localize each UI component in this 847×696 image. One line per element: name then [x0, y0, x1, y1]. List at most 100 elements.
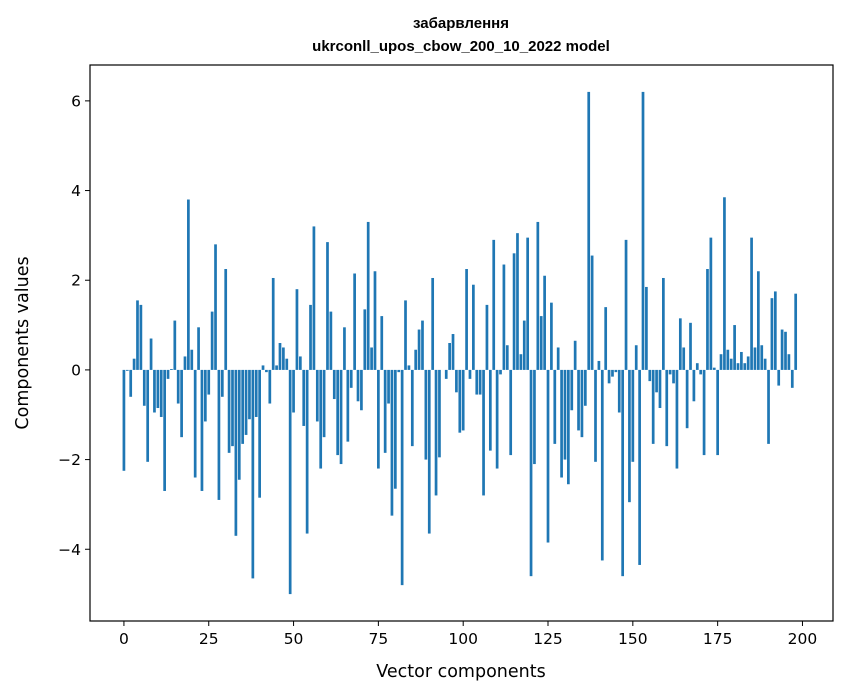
bar-61	[329, 311, 333, 370]
bar-187	[757, 271, 760, 370]
bar-143	[607, 369, 611, 384]
bar-2	[129, 369, 133, 397]
bar-172	[706, 269, 709, 370]
bar-127	[553, 369, 557, 444]
bar-193	[777, 369, 781, 386]
bar-11	[159, 369, 163, 417]
bar-98	[455, 369, 458, 393]
bar-88	[421, 320, 424, 370]
bar-14	[170, 369, 173, 370]
bar-144	[611, 369, 614, 377]
bar-79	[390, 369, 394, 516]
bar-120	[529, 369, 533, 577]
bar-152	[638, 369, 641, 565]
bar-87	[417, 329, 421, 370]
bar-182	[740, 351, 743, 370]
bar-185	[750, 237, 753, 370]
bar-47	[282, 347, 285, 370]
bar-176	[719, 354, 723, 370]
bar-56	[312, 226, 316, 370]
bar-41	[261, 365, 265, 370]
bar-130	[563, 369, 567, 460]
bar-36	[244, 369, 248, 435]
bar-169	[695, 363, 699, 370]
bar-99	[458, 369, 462, 433]
x-tick-label: 200	[788, 630, 818, 648]
bar-63	[336, 369, 340, 456]
bar-80	[393, 369, 397, 489]
bar-119	[526, 237, 530, 370]
bar-166	[685, 369, 689, 429]
bar-84	[407, 365, 411, 370]
bar-28	[217, 369, 221, 500]
bar-105	[478, 369, 482, 395]
bar-16	[176, 369, 180, 404]
bar-150	[631, 369, 635, 462]
bar-196	[787, 354, 791, 370]
bar-81	[397, 369, 401, 373]
bar-37	[248, 369, 251, 420]
bar-168	[692, 369, 696, 402]
bar-106	[482, 369, 485, 496]
bar-121	[533, 369, 536, 465]
bar-151	[634, 345, 638, 370]
bar-13	[166, 369, 170, 379]
bar-192	[773, 291, 777, 370]
bar-156	[651, 369, 655, 444]
bar-48	[285, 358, 289, 370]
bar-44	[271, 277, 275, 370]
bar-139	[594, 369, 597, 462]
bar-85	[410, 369, 414, 447]
bar-54	[305, 369, 309, 534]
bar-73	[370, 347, 373, 370]
bar-109	[492, 239, 496, 370]
bar-184	[746, 356, 750, 370]
bar-148	[624, 239, 628, 370]
bar-55	[309, 304, 312, 370]
y-axis-label: Components values	[13, 256, 33, 429]
bar-188	[760, 345, 764, 370]
bar-136	[583, 369, 587, 406]
bar-170	[699, 369, 703, 375]
bar-76	[380, 316, 384, 370]
bar-164	[678, 318, 682, 370]
bar-70	[360, 369, 363, 411]
bar-167	[689, 322, 692, 370]
bar-39	[254, 369, 258, 417]
bar-195	[784, 331, 787, 370]
bar-177	[723, 197, 726, 370]
bar-124	[543, 275, 546, 370]
bar-125	[546, 369, 550, 543]
bar-91	[431, 277, 435, 370]
bar-21	[193, 369, 197, 478]
bar-71	[363, 309, 367, 370]
bar-40	[258, 369, 261, 498]
bar-129	[560, 369, 563, 478]
bar-161	[668, 369, 672, 375]
bar-178	[726, 349, 730, 370]
bar-89	[424, 369, 428, 460]
bar-142	[604, 307, 608, 370]
bar-58	[319, 369, 323, 469]
y-tick-label: 6	[71, 92, 81, 110]
bar-132	[570, 369, 574, 411]
bar-116	[516, 233, 519, 370]
bar-149	[628, 369, 631, 503]
bar-34	[237, 369, 241, 480]
bar-18	[183, 356, 187, 370]
bar-173	[709, 237, 713, 370]
bar-38	[251, 369, 255, 579]
bar-72	[366, 221, 370, 370]
bar-131	[567, 369, 570, 485]
y-tick-label: −2	[58, 451, 81, 469]
bar-45	[275, 365, 278, 370]
bar-3	[132, 358, 136, 370]
bar-32	[231, 369, 234, 447]
x-axis-label: Vector components	[376, 662, 545, 682]
bar-128	[556, 347, 560, 370]
bar-78	[387, 369, 390, 404]
bar-171	[702, 369, 706, 456]
bar-4	[136, 300, 139, 370]
bar-57	[315, 369, 319, 422]
